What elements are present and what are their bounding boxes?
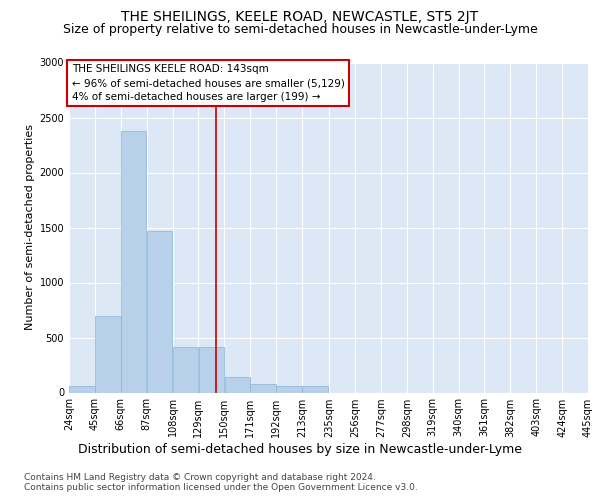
Bar <box>121 130 146 392</box>
Bar <box>69 386 95 392</box>
Text: THE SHEILINGS, KEELE ROAD, NEWCASTLE, ST5 2JT: THE SHEILINGS, KEELE ROAD, NEWCASTLE, ST… <box>121 10 479 24</box>
Bar <box>276 386 302 392</box>
Bar <box>147 231 172 392</box>
Bar <box>173 347 198 393</box>
Text: Contains HM Land Registry data © Crown copyright and database right 2024.: Contains HM Land Registry data © Crown c… <box>24 472 376 482</box>
Text: THE SHEILINGS KEELE ROAD: 143sqm
← 96% of semi-detached houses are smaller (5,12: THE SHEILINGS KEELE ROAD: 143sqm ← 96% o… <box>71 64 344 102</box>
Bar <box>224 376 250 392</box>
Bar <box>250 384 276 392</box>
Bar <box>302 386 328 392</box>
Text: Distribution of semi-detached houses by size in Newcastle-under-Lyme: Distribution of semi-detached houses by … <box>78 442 522 456</box>
Bar <box>95 316 121 392</box>
Text: Contains public sector information licensed under the Open Government Licence v3: Contains public sector information licen… <box>24 484 418 492</box>
Bar <box>199 347 224 393</box>
Text: Size of property relative to semi-detached houses in Newcastle-under-Lyme: Size of property relative to semi-detach… <box>62 22 538 36</box>
Y-axis label: Number of semi-detached properties: Number of semi-detached properties <box>25 124 35 330</box>
